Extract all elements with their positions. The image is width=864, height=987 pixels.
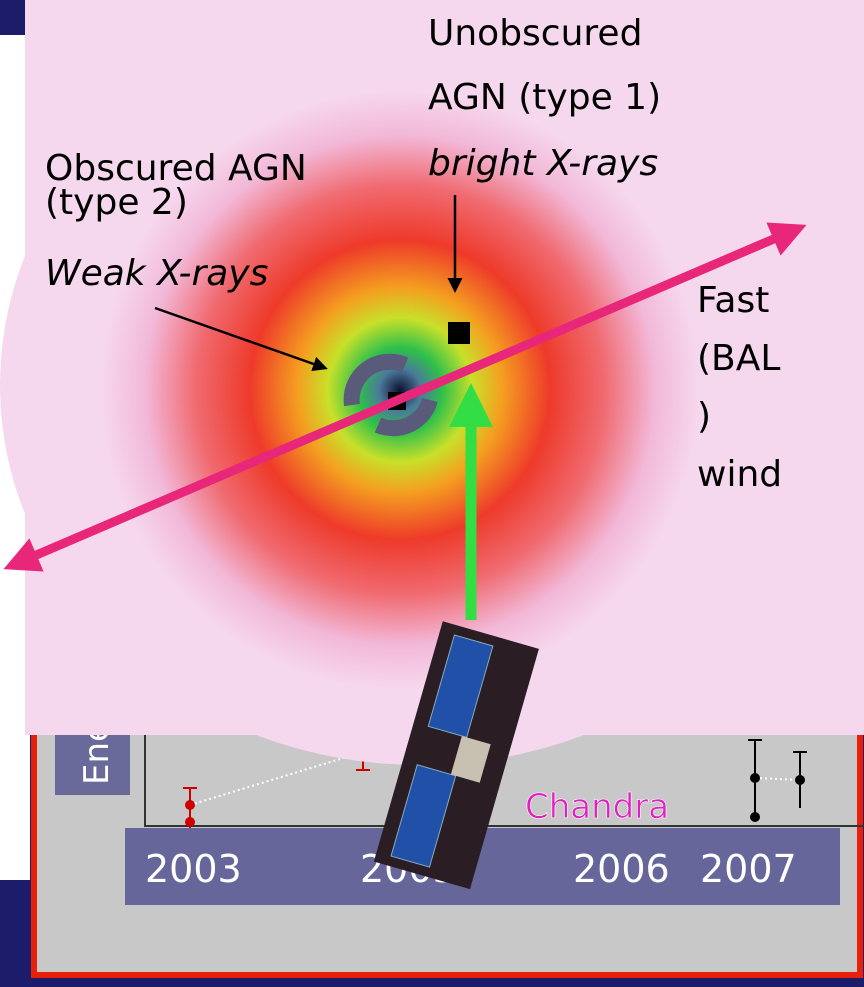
label-unobscured: AGN (type 1) <box>428 77 661 118</box>
pointer-2 <box>154 306 328 372</box>
satellite <box>373 621 539 890</box>
year-label: 2006 <box>573 847 670 891</box>
label-wind: wind <box>697 454 782 495</box>
note-bright: bright X-rays <box>428 143 658 184</box>
label-obscured: Obscured AGN <box>45 148 307 189</box>
label-wind: Fast <box>697 280 769 321</box>
year-label: 2007 <box>700 847 797 891</box>
xray-glow <box>0 5 840 765</box>
nucleus-1 <box>448 322 470 344</box>
label-obscured: (type 2) <box>45 182 188 223</box>
note-weak: Weak X-rays <box>45 253 268 294</box>
satellite-label: Chandra <box>525 787 669 827</box>
label-wind: ) <box>697 396 711 437</box>
plot-axes <box>144 735 864 827</box>
label-wind: (BAL <box>697 338 780 379</box>
label-unobscured: Unobscured <box>428 13 642 54</box>
year-label: 2003 <box>145 847 242 891</box>
wind-arrow <box>3 222 807 572</box>
